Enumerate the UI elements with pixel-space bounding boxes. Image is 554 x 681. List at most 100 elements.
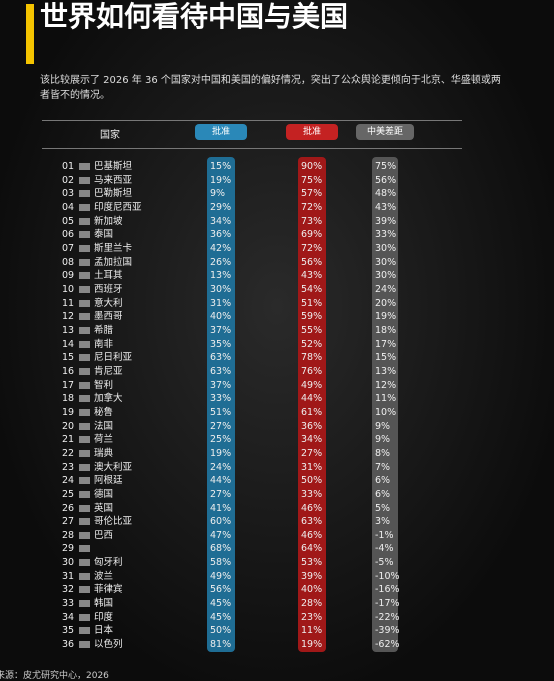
rank: 13	[62, 324, 75, 336]
china-approval: 76%	[301, 365, 323, 377]
china-approval: 54%	[301, 283, 323, 295]
china-approval: 50%	[301, 475, 323, 487]
gap: 19%	[375, 311, 397, 323]
rank: 19	[62, 406, 75, 418]
header-china: 批准	[286, 124, 338, 140]
country: 秘鲁	[94, 406, 114, 418]
country: 波兰	[94, 570, 114, 582]
gap: 6%	[375, 475, 391, 487]
country: 荷兰	[94, 434, 114, 446]
gap: -62%	[375, 639, 400, 651]
gap: -5%	[375, 557, 394, 569]
gap: 30%	[375, 270, 397, 282]
gap: 13%	[375, 365, 397, 377]
china-approval: 52%	[301, 338, 323, 350]
china-approval: 43%	[301, 270, 323, 282]
rank: 24	[62, 475, 75, 487]
gap: 8%	[375, 447, 391, 459]
china-approval: 31%	[301, 461, 323, 473]
us-approval: 19%	[210, 447, 232, 459]
flag	[79, 586, 90, 594]
rank: 09	[62, 270, 75, 282]
flag	[79, 395, 90, 403]
rank: 25	[62, 488, 75, 500]
china-approval: 73%	[301, 215, 323, 227]
rank: 26	[62, 502, 75, 514]
china-approval: 11%	[301, 625, 323, 637]
rank: 16	[62, 365, 75, 377]
rank: 07	[62, 242, 75, 254]
us-approval: 63%	[210, 352, 232, 364]
us-approval: 19%	[210, 174, 232, 186]
flag	[79, 313, 90, 321]
flag	[79, 627, 90, 635]
country: 印度尼西亚	[94, 201, 142, 213]
rank: 12	[62, 311, 75, 323]
china-approval: 49%	[301, 379, 323, 391]
us-approval: 50%	[210, 625, 232, 637]
country: 土耳其	[94, 270, 123, 282]
flag	[79, 381, 90, 389]
gap: 43%	[375, 201, 397, 213]
flag	[79, 463, 90, 471]
gap: 12%	[375, 379, 397, 391]
us-approval: 45%	[210, 598, 232, 610]
china-approval: 27%	[301, 447, 323, 459]
country: 斯里兰卡	[94, 242, 133, 254]
gap: 6%	[375, 488, 391, 500]
china-approval: 19%	[301, 639, 323, 651]
flag	[79, 477, 90, 485]
gap: -16%	[375, 584, 400, 596]
gap: -22%	[375, 611, 400, 623]
china-approval: 63%	[301, 516, 323, 528]
us-approval: 49%	[210, 570, 232, 582]
flag	[79, 422, 90, 430]
us-approval: 51%	[210, 406, 232, 418]
title: 世界如何看待中国与美国	[40, 0, 349, 33]
us-approval: 31%	[210, 297, 232, 309]
gap: -39%	[375, 625, 400, 637]
us-approval: 27%	[210, 420, 232, 432]
header-us: 批准	[195, 124, 247, 140]
flag	[79, 436, 90, 444]
china-approval: 46%	[301, 529, 323, 541]
gap: -10%	[375, 570, 400, 582]
us-approval: 37%	[210, 324, 232, 336]
china-approval: 46%	[301, 502, 323, 514]
flag	[79, 408, 90, 416]
us-approval: 35%	[210, 338, 232, 350]
us-approval: 63%	[210, 365, 232, 377]
us-approval: 58%	[210, 557, 232, 569]
flag	[79, 190, 90, 198]
us-approval: 9%	[210, 188, 226, 200]
china-approval: 78%	[301, 352, 323, 364]
rank: 03	[62, 188, 75, 200]
gap: 9%	[375, 434, 391, 446]
accent-bar	[26, 4, 34, 64]
country: 智利	[94, 379, 114, 391]
us-approval: 33%	[210, 393, 232, 405]
flag	[79, 217, 90, 225]
china-approval: 72%	[301, 242, 323, 254]
us-approval: 40%	[210, 311, 232, 323]
us-approval: 15%	[210, 161, 232, 172]
us-approval: 42%	[210, 242, 232, 254]
us-approval: 27%	[210, 488, 232, 500]
header-country: 国家	[100, 130, 120, 141]
flag	[79, 545, 90, 553]
rank: 36	[62, 639, 75, 651]
country: 巴基斯坦	[94, 161, 133, 172]
gap: 75%	[375, 161, 397, 172]
flag	[79, 231, 90, 239]
rule	[42, 148, 462, 149]
gap: 5%	[375, 502, 391, 514]
rank: 11	[62, 297, 75, 309]
us-approval: 13%	[210, 270, 232, 282]
country: 匈牙利	[94, 557, 123, 569]
rule	[42, 120, 462, 121]
flag	[79, 163, 90, 170]
gap: 17%	[375, 338, 397, 350]
us-approval: 36%	[210, 229, 232, 241]
country: 墨西哥	[94, 311, 123, 323]
gap: -17%	[375, 598, 400, 610]
